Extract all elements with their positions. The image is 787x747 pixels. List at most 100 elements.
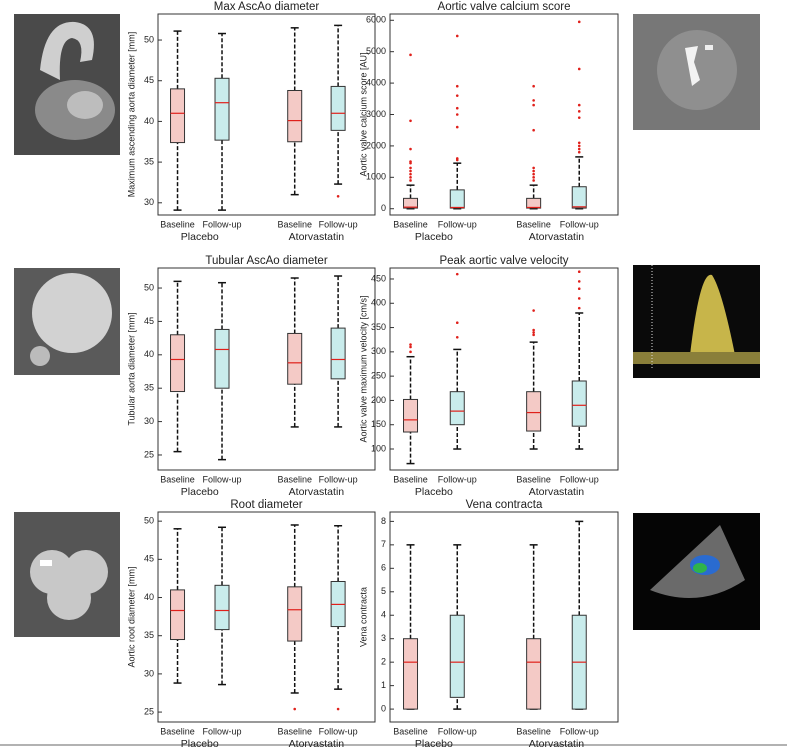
- box: [403, 398, 419, 433]
- ct-image-tubular: [14, 268, 120, 375]
- outlier: [336, 194, 340, 198]
- y-tick-label: 35: [144, 383, 154, 393]
- y-tick-label: 1: [381, 680, 386, 690]
- outlier: [409, 53, 412, 57]
- box: [403, 197, 419, 209]
- outlier: [577, 280, 581, 283]
- outlier: [532, 103, 535, 107]
- y-tick-label: 4000: [366, 77, 386, 87]
- x-tick-label: Baseline: [277, 219, 312, 229]
- y-axis-label: Tubular aorta diameter [mm]: [126, 312, 136, 425]
- outlier: [409, 147, 412, 151]
- y-tick-label: 2000: [366, 140, 386, 150]
- outlier: [455, 84, 459, 88]
- box: [287, 586, 303, 642]
- box: [526, 391, 542, 432]
- box: [214, 77, 230, 141]
- outlier: [577, 20, 581, 24]
- y-tick-label: 45: [144, 554, 154, 564]
- outlier: [532, 172, 535, 176]
- outlier: [409, 172, 412, 176]
- outlier: [409, 119, 412, 123]
- y-tick-label: 3: [381, 633, 386, 643]
- box: [449, 189, 465, 209]
- y-axis-label: Aortic valve calcium score [AU]: [358, 52, 368, 176]
- group-label: Placebo: [181, 738, 219, 747]
- y-tick-label: 3000: [366, 109, 386, 119]
- outlier: [532, 169, 535, 173]
- plot-frame: [389, 511, 619, 723]
- chart-title: Root diameter: [230, 499, 302, 511]
- group-label: Atorvastatin: [529, 486, 585, 498]
- outlier: [455, 125, 459, 129]
- x-tick-label: Baseline: [393, 726, 428, 736]
- outlier: [455, 335, 459, 339]
- x-tick-label: Baseline: [393, 474, 428, 484]
- y-axis-label: Vena contracta: [358, 587, 368, 647]
- y-tick-label: 2: [381, 657, 386, 667]
- chart-title: Max AscAo diameter: [214, 1, 320, 13]
- x-tick-label: Follow-up: [438, 474, 477, 484]
- box: [571, 186, 587, 209]
- outlier: [532, 333, 535, 337]
- y-tick-label: 45: [144, 75, 154, 85]
- group-label: Atorvastatin: [529, 231, 585, 243]
- outlier: [409, 343, 412, 346]
- y-tick-label: 40: [144, 592, 154, 602]
- group-label: Placebo: [181, 486, 219, 498]
- outlier: [532, 99, 535, 102]
- y-tick-label: 50: [144, 34, 154, 44]
- x-tick-label: Follow-up: [438, 219, 477, 229]
- y-tick-label: 25: [144, 706, 154, 716]
- box: [287, 89, 303, 143]
- x-tick-label: Follow-up: [319, 219, 358, 229]
- chart-title: Peak aortic valve velocity: [439, 255, 568, 267]
- y-tick-label: 250: [371, 371, 386, 381]
- outlier: [532, 84, 535, 88]
- group-label: Placebo: [415, 231, 453, 243]
- y-tick-label: 5: [381, 586, 386, 596]
- box: [330, 85, 346, 131]
- outlier: [409, 169, 412, 173]
- y-tick-label: 30: [144, 668, 154, 678]
- y-tick-label: 50: [144, 282, 154, 292]
- group-label: Atorvastatin: [289, 231, 345, 243]
- y-axis-label: Aortic valve maximum velocity [cm/s]: [358, 295, 368, 442]
- ct-image-calcium: [633, 14, 760, 130]
- y-tick-label: 200: [371, 395, 386, 405]
- y-tick-label: 30: [144, 416, 154, 426]
- plot-frame: [157, 511, 376, 723]
- outlier: [455, 34, 459, 38]
- outlier: [577, 297, 581, 300]
- x-tick-label: Follow-up: [560, 219, 599, 229]
- box: [170, 334, 186, 393]
- chart-title: Aortic valve calcium score: [438, 1, 571, 13]
- x-tick-label: Baseline: [516, 474, 551, 484]
- outlier: [577, 116, 581, 119]
- outlier: [577, 287, 581, 290]
- x-tick-label: Baseline: [277, 474, 312, 484]
- y-tick-label: 300: [371, 346, 386, 356]
- x-tick-label: Follow-up: [319, 474, 358, 484]
- box: [449, 614, 465, 698]
- box: [330, 327, 346, 380]
- outlier: [455, 157, 459, 160]
- outlier: [532, 166, 535, 170]
- box: [214, 584, 230, 631]
- x-tick-label: Follow-up: [203, 726, 242, 736]
- y-axis-label: Aortic root diameter [mm]: [126, 566, 136, 667]
- y-tick-label: 35: [144, 630, 154, 640]
- outlier: [577, 67, 581, 71]
- box: [449, 391, 465, 426]
- outlier: [409, 350, 412, 354]
- group-label: Placebo: [181, 231, 219, 243]
- y-tick-label: 40: [144, 349, 154, 359]
- x-tick-label: Baseline: [160, 726, 195, 736]
- box: [526, 197, 542, 209]
- ct-image-root: [14, 512, 120, 637]
- outlier: [532, 309, 535, 312]
- doppler-image: [633, 265, 760, 378]
- outlier: [409, 176, 412, 179]
- outlier: [577, 103, 581, 107]
